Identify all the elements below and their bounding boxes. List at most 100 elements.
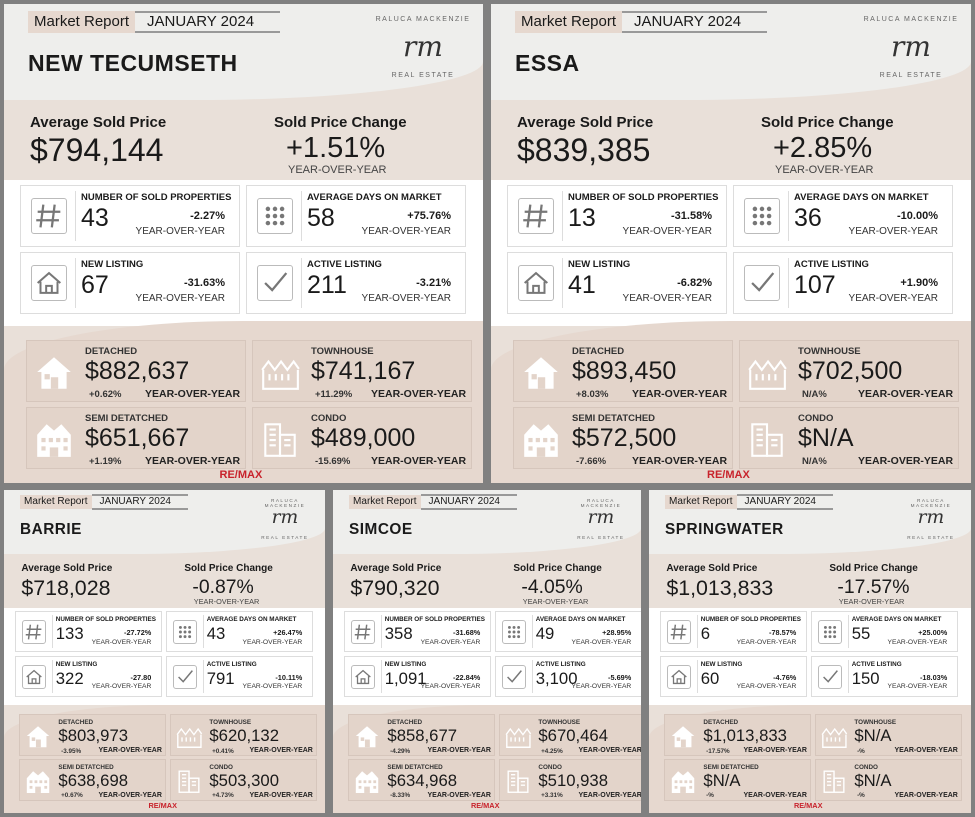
sold-price-change-value: -17.57% xyxy=(837,575,910,598)
price-change-yoy: YEAR-OVER-YEAR xyxy=(838,596,905,606)
avg-days-on-market-change: +28.95% xyxy=(602,627,632,637)
avg-days-on-market-box: AVERAGE DAYS ON MARKET 36 -10.00% YEAR-OVER… xyxy=(733,185,953,247)
house-listing-icon xyxy=(667,664,692,689)
condo-value: $489,000 xyxy=(311,424,416,452)
remax-max: MAX xyxy=(725,469,750,481)
stat-divider xyxy=(301,190,302,242)
stat-divider xyxy=(531,659,533,693)
city-title: NEW TECUMSETH xyxy=(28,50,238,76)
semi-detached-value: $572,500 xyxy=(572,424,677,452)
detached-change: -4.29% xyxy=(390,747,411,755)
detached-value: $858,677 xyxy=(387,726,458,746)
detached-change: -17.57% xyxy=(706,747,730,755)
avg-sold-price-value: $1,013,833 xyxy=(666,575,774,600)
sold-properties-label: NUMBER OF SOLD PROPERTIES xyxy=(384,615,485,623)
avg-sold-price-value: $790,320 xyxy=(350,575,440,600)
avg-days-on-market-label: AVERAGE DAYS ON MARKET xyxy=(535,615,626,623)
avg-days-on-market-change: +25.00% xyxy=(918,627,948,637)
report-tagline: Market Report JANUARY 2024 xyxy=(515,10,768,34)
avg-days-on-market-yoy: YEAR-OVER-YEAR xyxy=(571,638,632,646)
townhouse-change: +4.25% xyxy=(541,747,563,755)
remax-re: RE/ xyxy=(148,800,161,810)
condo-label: CONDO xyxy=(209,763,233,771)
townhouse-yoy: YEAR-OVER-YEAR xyxy=(894,746,958,754)
new-listing-change: -22.84% xyxy=(453,672,481,682)
brand-logo: RALUCA MACKENZIE rm REAL ESTATE xyxy=(859,12,963,92)
condo-value: $N/A xyxy=(798,424,854,452)
condo-box: CONDO $N/A N/A% YEAR-OVER-YEAR xyxy=(739,407,959,469)
avg-days-on-market-value: 36 xyxy=(794,204,822,232)
house-listing-icon xyxy=(31,265,67,301)
report-month: JANUARY 2024 xyxy=(420,494,518,511)
new-listing-label: NEW LISTING xyxy=(568,259,631,270)
stat-divider xyxy=(380,615,382,649)
remax-logo: RE/MAX xyxy=(471,801,500,810)
detached-house-icon xyxy=(24,722,52,750)
logo-name: RALUCA MACKENZIE xyxy=(375,16,471,23)
active-listing-change: +1.90% xyxy=(900,277,938,289)
semi-detached-icon xyxy=(520,418,562,460)
stat-divider xyxy=(380,659,382,693)
active-listing-label: ACTIVE LISTING xyxy=(535,660,586,668)
avg-sold-price-value: $794,144 xyxy=(30,132,164,168)
detached-yoy: YEAR-OVER-YEAR xyxy=(145,388,241,400)
condo-label: CONDO xyxy=(798,413,834,424)
sold-properties-label: NUMBER OF SOLD PROPERTIES xyxy=(568,192,719,203)
townhouse-label: TOWNHOUSE xyxy=(538,718,581,726)
avg-sold-price-label: Average Sold Price xyxy=(21,563,113,575)
remax-re: RE/ xyxy=(470,800,484,810)
new-listing-label: NEW LISTING xyxy=(55,660,98,668)
active-listing-value: 150 xyxy=(851,668,880,688)
new-listing-yoy: YEAR-OVER-YEAR xyxy=(622,293,712,304)
sold-properties-box: NUMBER OF SOLD PROPERTIES 6 -78.57% YEAR-OV… xyxy=(659,610,807,653)
calendar-grid-icon xyxy=(502,619,527,644)
detached-value: $882,637 xyxy=(85,357,190,385)
market-card: Market Report JANUARY 2024 SIMCOE RALUCA MA… xyxy=(333,490,641,813)
calendar-grid-icon xyxy=(173,619,198,644)
calendar-grid-icon xyxy=(257,198,293,234)
townhouse-box: TOWNHOUSE $741,167 +11.29% YEAR-OVER-YEAR xyxy=(252,340,472,402)
sold-properties-change: -2.27% xyxy=(190,210,225,222)
condo-yoy: YEAR-OVER-YEAR xyxy=(578,791,641,799)
semi-detached-change: -7.66% xyxy=(576,456,607,467)
townhouse-yoy: YEAR-OVER-YEAR xyxy=(249,746,313,754)
avg-days-on-market-box: AVERAGE DAYS ON MARKET 58 +75.76% YEAR-OVER… xyxy=(246,185,466,247)
active-listing-label: ACTIVE LISTING xyxy=(206,660,257,668)
semi-detached-label: SEMI DETATCHED xyxy=(85,413,169,424)
report-month: JANUARY 2024 xyxy=(736,494,834,511)
active-listing-yoy: YEAR-OVER-YEAR xyxy=(887,683,948,691)
townhouse-change: -% xyxy=(857,747,865,755)
active-listing-change: -3.21% xyxy=(416,277,451,289)
remax-re: RE/ xyxy=(793,800,807,810)
sold-price-change-label: Sold Price Change xyxy=(274,114,407,131)
report-month: JANUARY 2024 xyxy=(622,11,768,33)
detached-label: DETACHED xyxy=(572,346,625,357)
logo-tagline: REAL ESTATE xyxy=(261,535,309,541)
remax-logo: RE/MAX xyxy=(794,801,823,810)
active-listing-box: ACTIVE LISTING 107 +1.90% YEAR-OVER-YEAR xyxy=(733,252,953,314)
townhouse-yoy: YEAR-OVER-YEAR xyxy=(371,388,467,400)
hash-icon xyxy=(31,198,67,234)
semi-detached-value: $N/A xyxy=(703,770,741,790)
stat-divider xyxy=(847,615,849,649)
condo-change: -% xyxy=(857,792,865,800)
condo-change: +4.73% xyxy=(212,792,234,800)
sold-properties-change: -31.68% xyxy=(453,627,481,637)
new-listing-box: NEW LISTING 1,091 -22.84% YEAR-OVER-YEAR xyxy=(343,655,491,698)
detached-house-icon xyxy=(669,722,697,750)
condo-change: N/A% xyxy=(802,456,827,467)
new-listing-label: NEW LISTING xyxy=(81,259,144,270)
avg-days-on-market-label: AVERAGE DAYS ON MARKET xyxy=(307,192,442,203)
city-title: SPRINGWATER xyxy=(665,520,784,538)
active-listing-label: ACTIVE LISTING xyxy=(851,660,902,668)
sold-properties-label: NUMBER OF SOLD PROPERTIES xyxy=(55,615,156,623)
new-listing-value: 67 xyxy=(81,271,109,299)
logo-initials: rm xyxy=(917,507,945,529)
detached-label: DETACHED xyxy=(703,718,739,726)
semi-detached-icon xyxy=(353,767,381,795)
semi-detached-box: SEMI DETATCHED $651,667 +1.19% YEAR-OVER-YE… xyxy=(26,407,246,469)
active-listing-change: -10.11% xyxy=(275,672,303,682)
active-listing-label: ACTIVE LISTING xyxy=(307,259,382,270)
sold-properties-value: 6 xyxy=(700,623,711,643)
sold-properties-label: NUMBER OF SOLD PROPERTIES xyxy=(700,615,801,623)
